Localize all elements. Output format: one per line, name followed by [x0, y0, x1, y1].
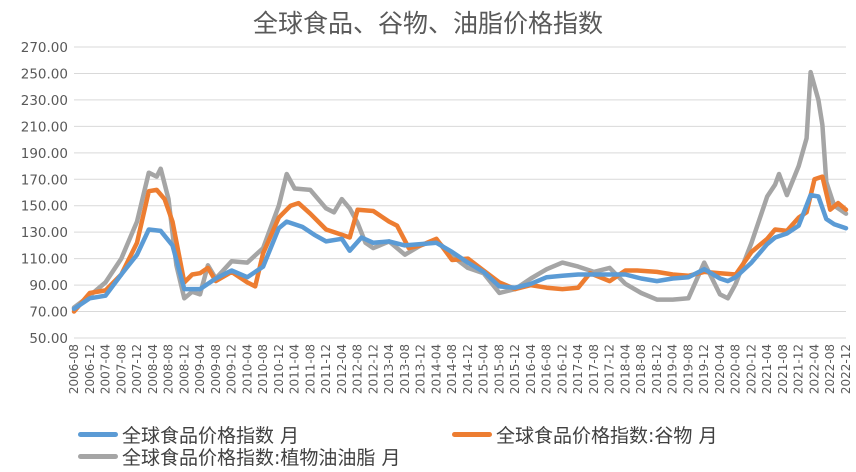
- x-tick-label: 2019-08: [681, 344, 695, 394]
- legend-swatch-food: [78, 432, 118, 437]
- x-tick-label: 2013-08: [398, 344, 412, 394]
- y-tick-label: 110.00: [21, 252, 68, 268]
- legend-swatch-vegoil: [78, 454, 118, 459]
- series-line-0: [71, 192, 849, 312]
- x-tick-label: 2006-12: [83, 344, 97, 394]
- x-tick-label: 2006-08: [67, 344, 81, 394]
- x-tick-label: 2008-04: [146, 344, 160, 394]
- x-tick-label: 2011-08: [303, 344, 317, 394]
- y-tick-label: 250.00: [21, 66, 68, 82]
- legend-label-vegoil: 全球食品价格指数:植物油油脂 月: [122, 447, 401, 469]
- x-tick-label: 2017-04: [571, 344, 585, 394]
- x-tick-label: 2007-04: [99, 344, 113, 394]
- x-tick-label: 2013-04: [382, 344, 396, 394]
- y-tick-label: 210.00: [21, 119, 68, 135]
- x-tick-label: 2021-08: [776, 344, 790, 394]
- chart-title: 全球食品、谷物、油脂价格指数: [252, 9, 603, 38]
- x-tick-label: 2020-12: [744, 344, 758, 394]
- y-tick-label: 230.00: [21, 93, 68, 109]
- y-tick-label: 150.00: [21, 199, 68, 215]
- x-tick-label: 2010-04: [240, 344, 254, 394]
- x-tick-label: 2016-12: [555, 344, 569, 394]
- x-tick-label: 2008-08: [162, 344, 176, 394]
- x-tick-label: 2009-04: [193, 344, 207, 394]
- series-lines: [71, 69, 849, 314]
- x-tick-label: 2014-12: [461, 344, 475, 394]
- x-tick-label: 2015-12: [508, 344, 522, 394]
- x-tick-label: 2015-04: [477, 344, 491, 394]
- x-tick-label: 2014-04: [429, 344, 443, 394]
- x-tick-label: 2022-08: [823, 344, 837, 394]
- y-tick-label: 270.00: [21, 40, 68, 56]
- y-tick-label: 50.00: [29, 331, 68, 347]
- x-tick-label: 2012-12: [366, 344, 380, 394]
- y-tick-label: 170.00: [21, 172, 68, 188]
- x-tick-label: 2015-08: [492, 344, 506, 394]
- x-tick-label: 2018-04: [618, 344, 632, 394]
- x-tick-label: 2017-12: [603, 344, 617, 394]
- x-tick-label: 2008-12: [177, 344, 191, 394]
- x-tick-label: 2021-04: [760, 344, 774, 394]
- x-tick-label: 2010-08: [256, 344, 270, 394]
- x-tick-label: 2007-12: [130, 344, 144, 394]
- x-tick-label: 2007-08: [114, 344, 128, 394]
- x-tick-label: 2009-12: [225, 344, 239, 394]
- x-axis-ticks: 2006-08 2006-12 2007-04 2007-08 2007-12 2008-…: [67, 344, 853, 394]
- x-tick-label: 2012-08: [351, 344, 365, 394]
- legend-item-cereals: 全球食品价格指数:谷物 月: [452, 421, 717, 448]
- x-tick-label: 2022-04: [807, 344, 821, 394]
- x-tick-label: 2019-12: [697, 344, 711, 394]
- legend-label-cereals: 全球食品价格指数:谷物 月: [496, 425, 718, 447]
- x-tick-label: 2010-12: [272, 344, 286, 394]
- x-tick-label: 2014-08: [445, 344, 459, 394]
- x-tick-label: 2018-12: [650, 344, 664, 394]
- x-tick-label: 2013-12: [414, 344, 428, 394]
- x-tick-label: 2016-04: [524, 344, 538, 394]
- x-tick-label: 2020-08: [729, 344, 743, 394]
- y-tick-label: 90.00: [29, 278, 68, 294]
- y-axis-ticks: 50.00 70.00 90.00 110.00 130.00 150.00 170.00 1…: [21, 40, 68, 347]
- x-tick-label: 2009-08: [209, 344, 223, 394]
- legend-swatch-cereals: [452, 432, 492, 437]
- x-tick-label: 2012-04: [335, 344, 349, 394]
- x-tick-label: 2022-12: [839, 344, 853, 394]
- x-tick-label: 2016-08: [540, 344, 554, 394]
- legend-item-food: 全球食品价格指数 月: [78, 421, 299, 448]
- x-tick-label: 2018-08: [634, 344, 648, 394]
- x-tick-label: 2020-04: [713, 344, 727, 394]
- y-tick-label: 130.00: [21, 225, 68, 241]
- x-tick-label: 2011-12: [319, 344, 333, 394]
- x-tick-label: 2011-04: [288, 344, 302, 394]
- legend-item-vegoil: 全球食品价格指数:植物油油脂 月: [78, 443, 400, 470]
- y-tick-label: 190.00: [21, 146, 68, 162]
- x-tick-label: 2021-12: [792, 344, 806, 394]
- x-tick-label: 2017-08: [587, 344, 601, 394]
- legend-label-food: 全球食品价格指数 月: [122, 425, 300, 447]
- y-tick-label: 70.00: [29, 305, 68, 321]
- x-tick-label: 2019-04: [666, 344, 680, 394]
